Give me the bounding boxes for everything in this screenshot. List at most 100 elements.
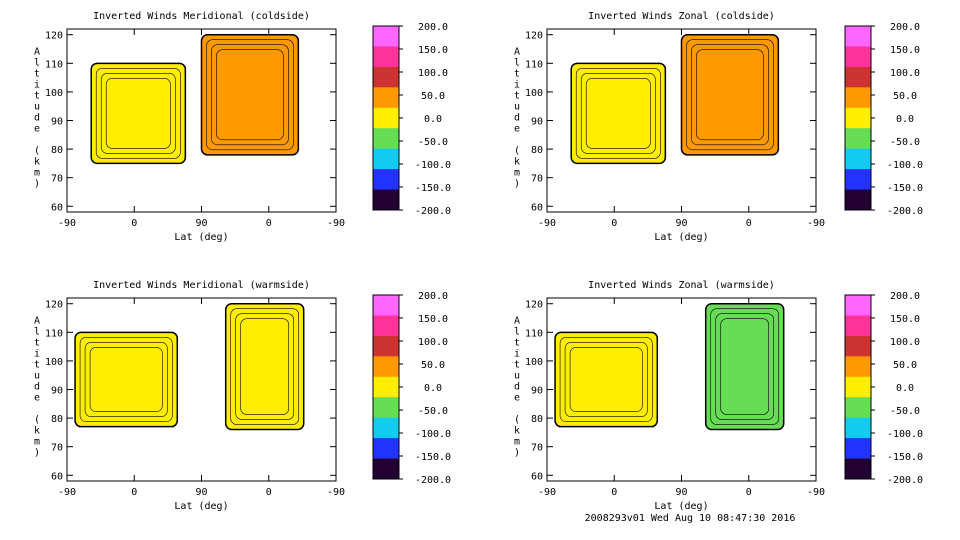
colorbar-tick-label: -50.0 bbox=[890, 406, 920, 417]
y-tick-label: 90 bbox=[531, 386, 543, 397]
colorbar-tick-label: 0.0 bbox=[424, 114, 442, 125]
colorbar-swatch bbox=[845, 128, 871, 150]
colorbar: 200.0 150.0 100.0 50.0 0.0 -50.0 -100.0 -150.0 -… bbox=[844, 22, 923, 217]
y-tick-label: 80 bbox=[531, 145, 543, 156]
contour-line bbox=[89, 347, 163, 412]
x-axis-label: Lat (deg) bbox=[654, 232, 708, 243]
colorbar-swatch bbox=[373, 417, 399, 439]
contour-region-right bbox=[680, 33, 780, 156]
colorbar-swatch bbox=[373, 26, 399, 47]
x-tick-label: 0 bbox=[611, 218, 617, 229]
x-tick-label: -90 bbox=[538, 218, 556, 229]
colorbar-tick-label: 100.0 bbox=[418, 68, 448, 79]
colorbar-swatch bbox=[845, 26, 871, 47]
colorbar-swatch bbox=[373, 458, 399, 480]
colorbar-swatch bbox=[373, 169, 399, 191]
colorbar-swatch bbox=[845, 335, 871, 357]
colorbar-tick-label: 200.0 bbox=[890, 22, 920, 33]
colorbar-swatch bbox=[373, 376, 399, 398]
x-tick-label: 90 bbox=[675, 218, 687, 229]
x-tick-label: -90 bbox=[58, 487, 76, 498]
chart-title: Inverted Winds Zonal (warmside) bbox=[588, 280, 775, 291]
x-axis-label: Lat (deg) bbox=[174, 232, 228, 243]
colorbar-swatch bbox=[845, 397, 871, 419]
colorbar-swatch bbox=[373, 46, 399, 68]
colorbar-swatch bbox=[845, 169, 871, 191]
colorbar-swatch bbox=[373, 189, 399, 211]
colorbar-tick-label: 200.0 bbox=[418, 22, 448, 33]
contour-line bbox=[240, 318, 290, 415]
y-tick-label: 60 bbox=[531, 202, 543, 213]
y-tick-label: 80 bbox=[51, 414, 63, 425]
y-tick-label: 70 bbox=[531, 174, 543, 185]
x-axis-label: Lat (deg) bbox=[174, 501, 228, 512]
colorbar-swatch bbox=[373, 128, 399, 150]
x-tick-label: -90 bbox=[327, 218, 345, 229]
x-tick-label: -90 bbox=[327, 487, 345, 498]
y-tick-label: 110 bbox=[45, 328, 63, 339]
x-tick-label: -90 bbox=[58, 218, 76, 229]
colorbar-tick-label: 0.0 bbox=[424, 383, 442, 394]
colorbar-swatch bbox=[845, 458, 871, 480]
chart-title: Inverted Winds Meridional (warmside) bbox=[93, 280, 310, 291]
colorbar-tick-label: 150.0 bbox=[890, 314, 920, 325]
x-tick-label: -90 bbox=[807, 218, 825, 229]
timestamp-footer: 2008293v01 Wed Aug 10 08:47:30 2016 bbox=[584, 513, 796, 524]
contour-line bbox=[715, 313, 775, 420]
colorbar: 200.0 150.0 100.0 50.0 0.0 -50.0 -100.0 -150.0 -… bbox=[372, 22, 451, 217]
chart-title: Inverted Winds Zonal (coldside) bbox=[588, 11, 775, 22]
contour-line bbox=[235, 313, 295, 420]
x-tick-label: -90 bbox=[807, 487, 825, 498]
contour-region-right bbox=[224, 302, 305, 431]
x-tick-label: 0 bbox=[131, 487, 137, 498]
chart-panel-1: Inverted Winds Meridional (coldside) -90 0… bbox=[34, 11, 451, 243]
contour-line bbox=[95, 68, 181, 159]
colorbar-tick-label: -150.0 bbox=[415, 452, 451, 463]
contour-region-left bbox=[90, 62, 187, 165]
y-tick-label: 110 bbox=[525, 59, 543, 70]
y-tick-label: 100 bbox=[525, 357, 543, 368]
colorbar-tick-label: 0.0 bbox=[896, 114, 914, 125]
x-tick-label: 0 bbox=[266, 487, 272, 498]
contour-region-right bbox=[704, 302, 785, 431]
colorbar-tick-label: -200.0 bbox=[887, 475, 923, 486]
colorbar-tick-label: 150.0 bbox=[418, 45, 448, 56]
colorbar-tick-label: 0.0 bbox=[896, 383, 914, 394]
x-axis-label: Lat (deg) bbox=[654, 501, 708, 512]
colorbar-tick-label: 150.0 bbox=[890, 45, 920, 56]
x-tick-label: 0 bbox=[131, 218, 137, 229]
y-tick-label: 90 bbox=[51, 117, 63, 128]
y-tick-label: 60 bbox=[531, 471, 543, 482]
y-tick-label: 110 bbox=[525, 328, 543, 339]
y-tick-label: 60 bbox=[51, 202, 63, 213]
colorbar-swatch bbox=[373, 315, 399, 337]
colorbar-tick-label: -200.0 bbox=[887, 206, 923, 217]
colorbar-tick-label: 100.0 bbox=[418, 337, 448, 348]
chart-title: Inverted Winds Meridional (coldside) bbox=[93, 11, 310, 22]
x-tick-label: 90 bbox=[195, 218, 207, 229]
contour-region-left bbox=[74, 331, 179, 428]
colorbar-swatch bbox=[373, 397, 399, 419]
colorbar-swatch bbox=[845, 295, 871, 316]
colorbar-swatch bbox=[845, 315, 871, 337]
colorbar-swatch bbox=[845, 417, 871, 439]
colorbar-swatch bbox=[373, 107, 399, 129]
contour-line bbox=[211, 44, 289, 146]
y-tick-label: 110 bbox=[45, 59, 63, 70]
contour-line bbox=[569, 347, 643, 412]
colorbar-swatch bbox=[845, 66, 871, 88]
colorbar-swatch bbox=[373, 87, 399, 109]
contour-region-right bbox=[200, 33, 300, 156]
contour-line bbox=[696, 49, 764, 141]
contour-line bbox=[710, 308, 780, 425]
y-tick-label: 90 bbox=[51, 386, 63, 397]
y-tick-label: 80 bbox=[51, 145, 63, 156]
x-tick-label: 0 bbox=[266, 218, 272, 229]
contour-region-left bbox=[554, 331, 659, 428]
colorbar-tick-label: 50.0 bbox=[893, 91, 917, 102]
y-tick-label: 120 bbox=[525, 300, 543, 311]
colorbar-tick-label: -100.0 bbox=[415, 429, 451, 440]
